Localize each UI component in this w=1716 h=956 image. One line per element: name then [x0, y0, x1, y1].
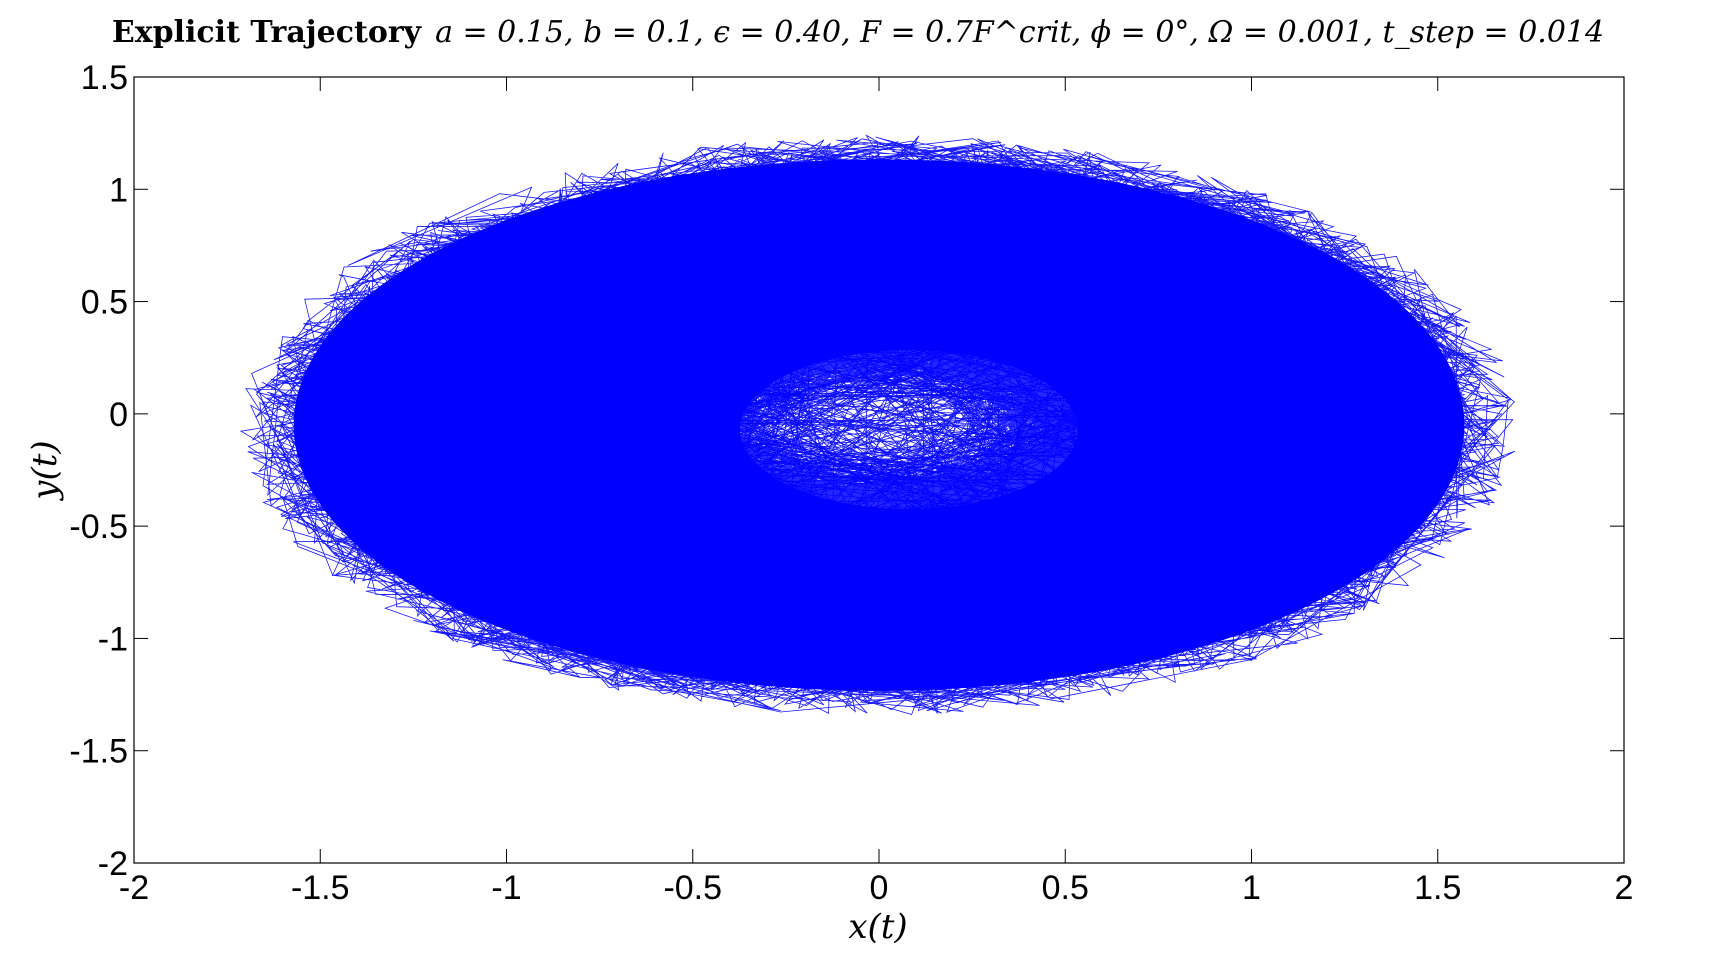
x-tick-label: -1 — [491, 869, 521, 907]
y-tick-label: 1.5 — [81, 59, 128, 97]
y-tick-label: -1.5 — [69, 733, 128, 771]
tick-marks — [133, 76, 1625, 864]
y-tick-label: -0.5 — [69, 508, 128, 546]
chart-title-params: a = 0.15, b = 0.1, ϵ = 0.40, F = 0.7F^cr… — [435, 15, 1604, 50]
x-tick-label: 0.5 — [1042, 869, 1089, 907]
x-tick-label: 2 — [1615, 869, 1634, 907]
x-axis-label: x(t) — [848, 907, 907, 947]
y-tick-label: 0 — [109, 396, 128, 434]
y-tick-label: 0.5 — [81, 284, 128, 322]
x-tick-label: -2 — [119, 869, 149, 907]
y-tick-label: -2 — [98, 845, 128, 883]
x-tick-labels: -2 -1.5 -1 -0.5 0 0.5 1 1.5 2 — [119, 869, 1634, 907]
x-tick-label: -1.5 — [291, 869, 350, 907]
chart-title-bold: Explicit Trajectory — [112, 15, 423, 50]
y-axis-label: y(t) — [25, 440, 65, 501]
trajectory-rim-spikes — [239, 134, 1516, 715]
plot-area — [239, 134, 1516, 715]
x-tick-label: 0 — [870, 869, 889, 907]
y-tick-label: 1 — [109, 171, 128, 209]
x-tick-label: -0.5 — [663, 869, 722, 907]
chart-title: Explicit Trajectory a = 0.15, b = 0.1, ϵ… — [112, 15, 1604, 50]
y-tick-labels: -2 -1.5 -1 -0.5 0 0.5 1 1.5 — [69, 59, 128, 883]
x-tick-label: 1 — [1242, 869, 1261, 907]
y-tick-label: -1 — [98, 620, 128, 658]
x-tick-label: 1.5 — [1414, 869, 1461, 907]
